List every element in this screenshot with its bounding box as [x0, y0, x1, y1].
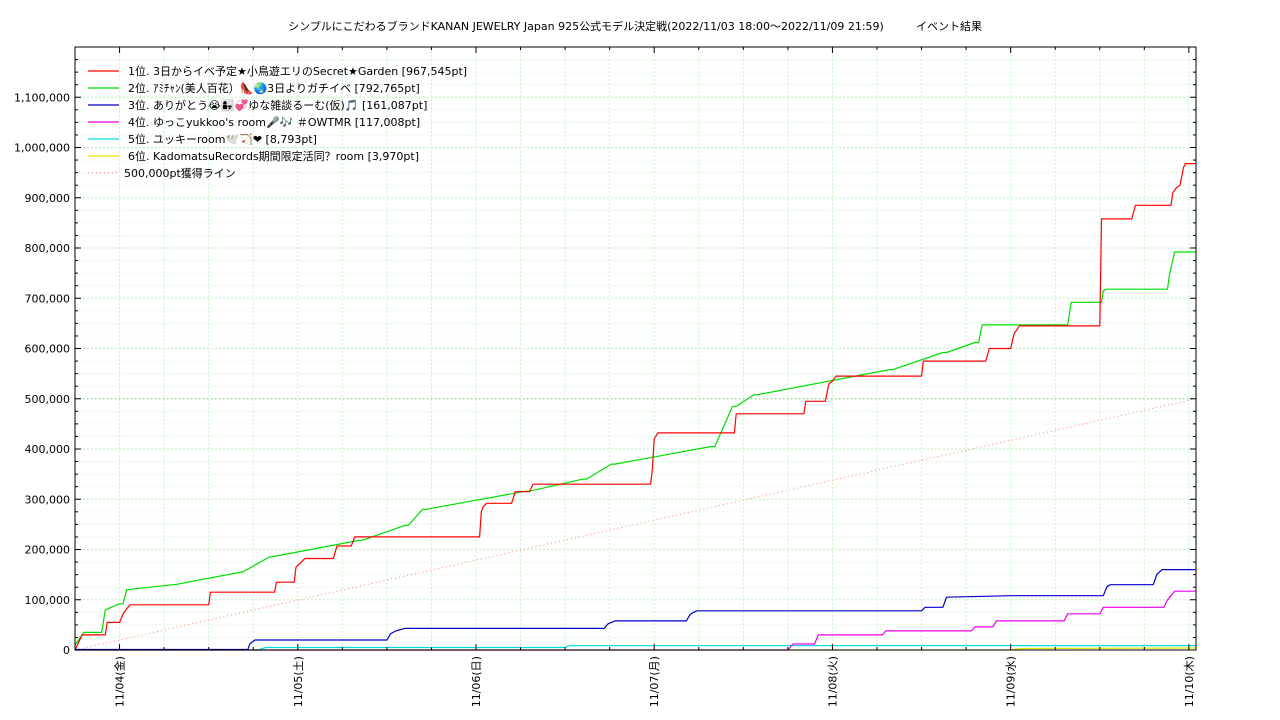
y-tick-label: 300,000 [25, 493, 71, 506]
legend-label: 5位. ユッキーroom🕊️🏹❤︎ [8,793pt] [128, 132, 317, 146]
series-line-3 [75, 568, 1196, 651]
x-tick-label: 11/05(土) [292, 656, 305, 707]
chart-title: シンプルにこだわるブランドKANAN JEWELRY Japan 925公式モデ… [288, 19, 884, 33]
legend-label: 1位. 3日からイベ予定★小鳥遊エリのSecret★Garden [967,54… [128, 64, 467, 78]
legend-label-reference: 500,000pt獲得ライン [124, 167, 236, 180]
x-tick-label: 11/10(木) [1183, 656, 1196, 707]
legend: 1位. 3日からイベ予定★小鳥遊エリのSecret★Garden [967,54… [88, 64, 467, 180]
legend-label: 4位. ゆっこyukkoo's room🎤🎶 ＃OWTMR [117,008pt… [128, 115, 420, 129]
x-tick-label: 11/09(水) [1005, 656, 1018, 707]
y-tick-label: 500,000 [25, 393, 71, 406]
grid [74, 46, 1196, 651]
y-tick-label: 1,100,000 [14, 91, 70, 104]
y-tick-label: 100,000 [25, 594, 71, 607]
legend-label: 3位. ありがとう😭👩‍👧💞ゆな雑談るーむ(仮)🎵 [161,087pt] [128, 98, 427, 112]
series-group [74, 163, 1197, 651]
y-tick-label: 600,000 [25, 343, 71, 356]
legend-label: 2位. ｱﾐﾁｬﾝ(美人百花）👠🌏3日よりガチイベ [792,765pt] [128, 81, 420, 95]
series-line-1 [74, 163, 1196, 651]
chart-subtitle: イベント結果 [916, 19, 982, 33]
legend-label: 6位. KadomatsuRecords期間限定活同？room [3,970pt… [128, 149, 419, 163]
y-tick-label: 0 [63, 644, 70, 657]
series-line-4 [75, 590, 1196, 651]
y-tick-label: 200,000 [25, 544, 71, 557]
y-axis: 0 100,000 200,000 300,000 400,000 500,000 600,… [14, 59, 1196, 657]
y-tick-label: 800,000 [25, 242, 71, 255]
x-tick-label: 11/06(日) [470, 656, 483, 707]
y-tick-label: 1,000,000 [14, 142, 70, 155]
x-tick-label: 11/07(月) [648, 656, 661, 707]
y-tick-label: 400,000 [25, 443, 71, 456]
series-line-2 [74, 251, 1196, 646]
x-tick-label: 11/08(火) [826, 656, 839, 707]
x-axis: 11/04(金) 11/05(土) 11/06(日) 11/07(月) 11/08(火)… [74, 47, 1196, 707]
y-tick-label: 700,000 [25, 292, 71, 305]
y-tick-label: 900,000 [25, 192, 71, 205]
x-tick-label: 11/04(金) [113, 656, 127, 707]
reference-line-group [74, 398, 1197, 651]
